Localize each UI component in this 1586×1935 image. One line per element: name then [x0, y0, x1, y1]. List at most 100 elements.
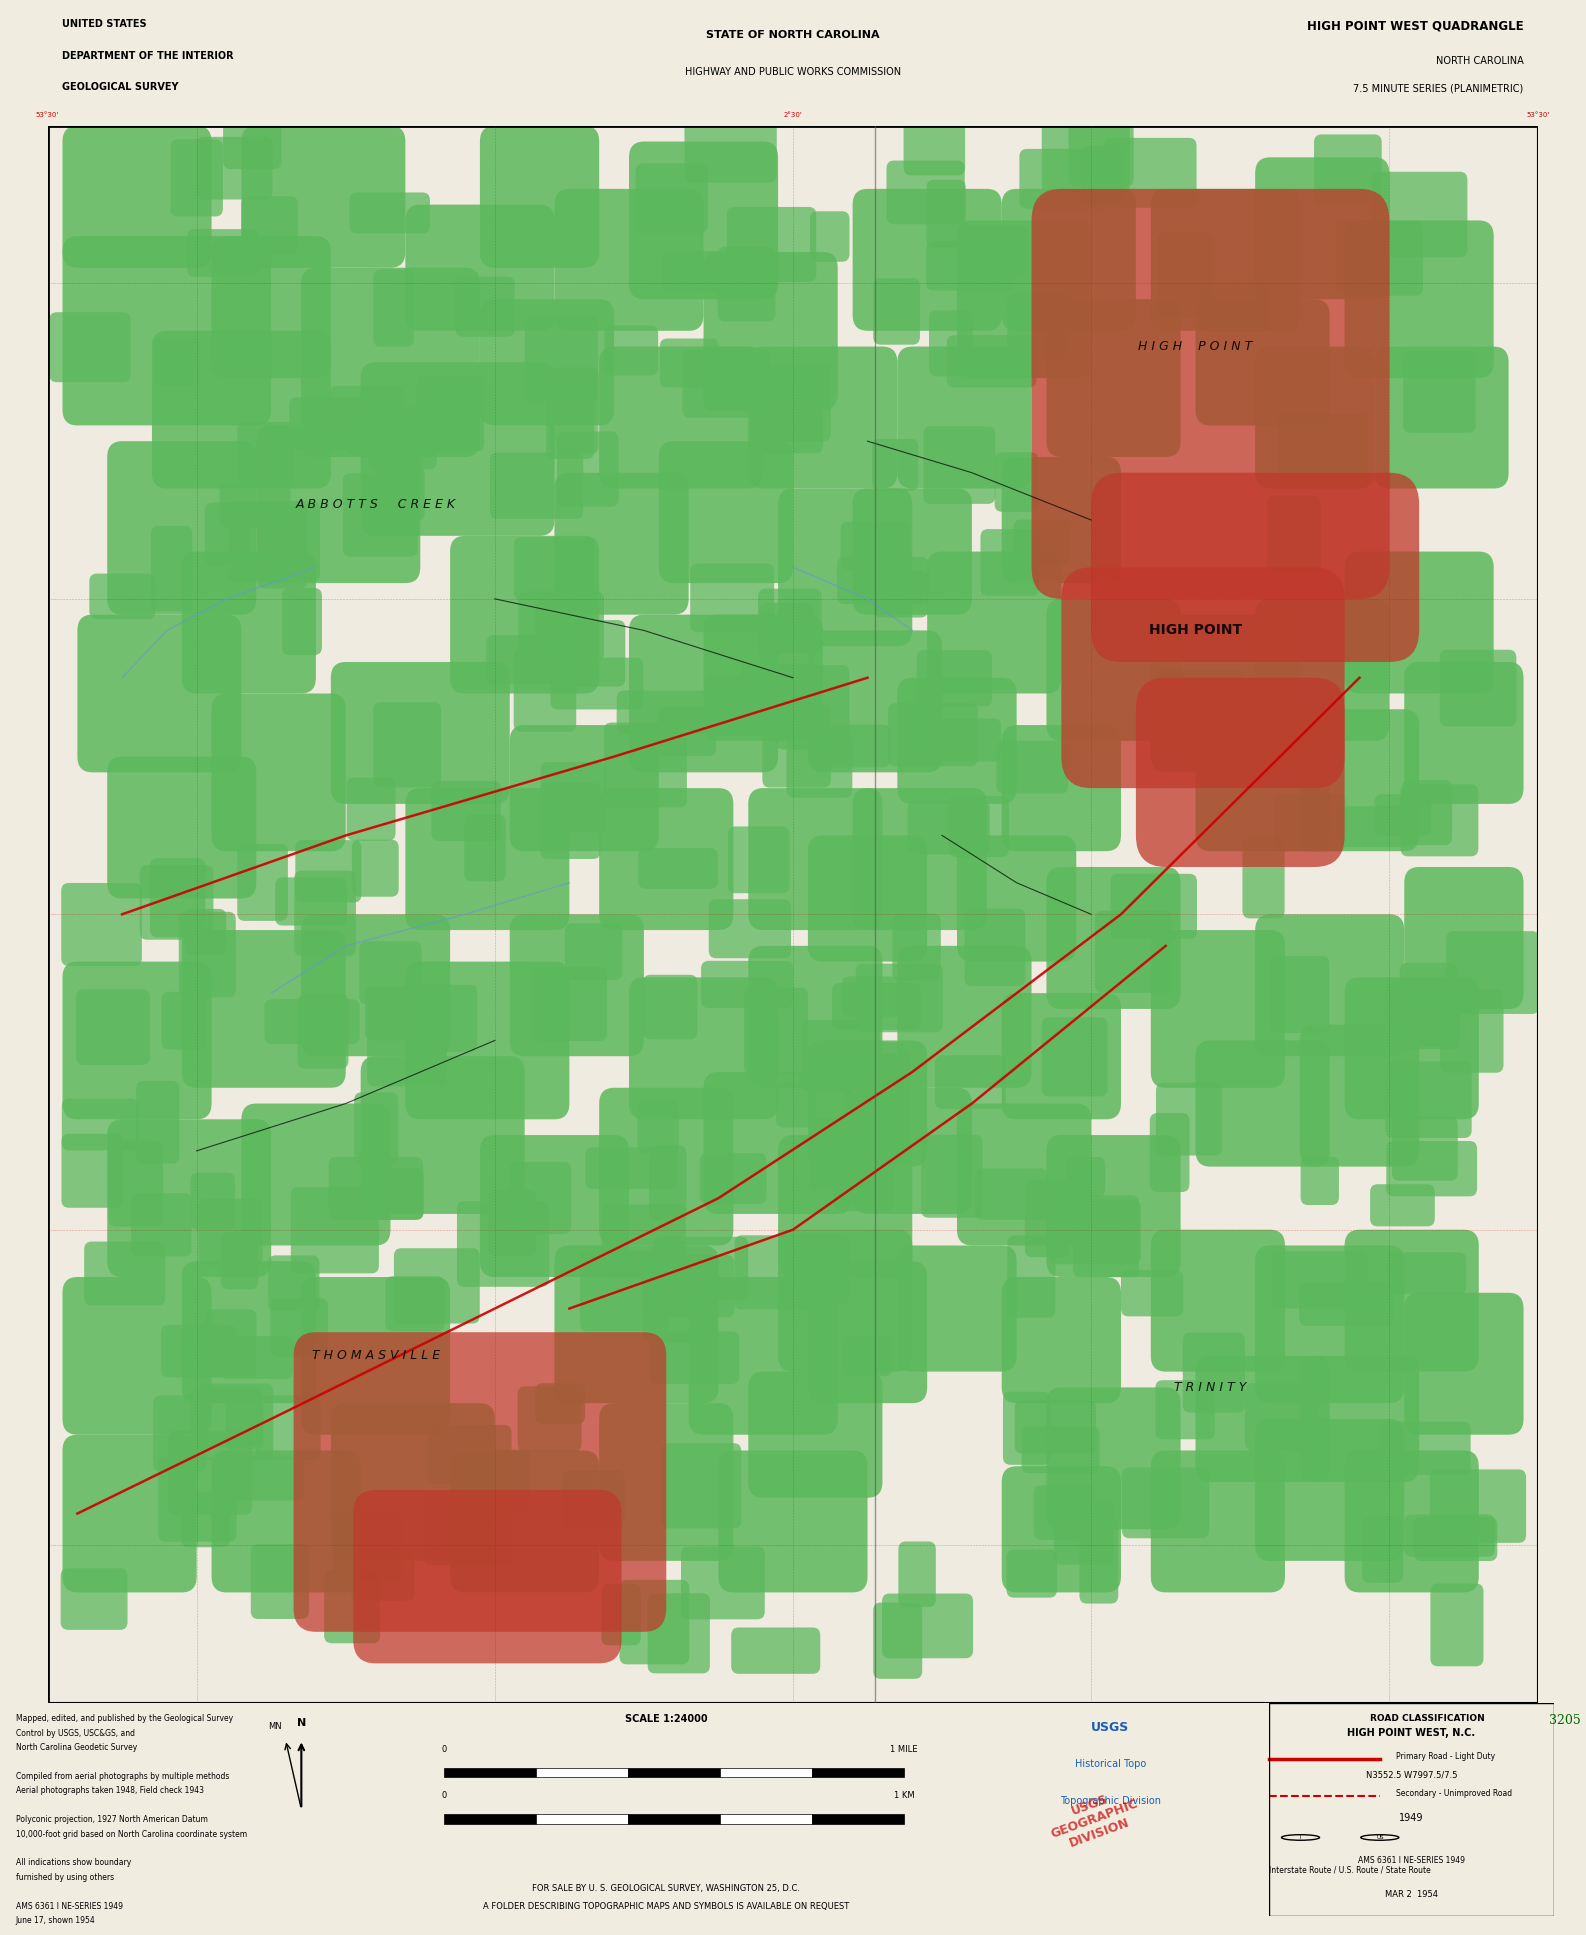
FancyBboxPatch shape — [1301, 1356, 1419, 1482]
FancyBboxPatch shape — [947, 335, 1037, 387]
FancyBboxPatch shape — [841, 522, 910, 569]
FancyBboxPatch shape — [354, 1093, 398, 1165]
Text: ROAD CLASSIFICATION: ROAD CLASSIFICATION — [1370, 1714, 1484, 1724]
FancyBboxPatch shape — [861, 1053, 910, 1140]
FancyBboxPatch shape — [1337, 807, 1407, 848]
FancyBboxPatch shape — [734, 1235, 828, 1310]
FancyBboxPatch shape — [154, 1395, 206, 1473]
FancyBboxPatch shape — [1007, 294, 1066, 360]
FancyBboxPatch shape — [741, 664, 810, 716]
FancyBboxPatch shape — [108, 1118, 271, 1277]
FancyBboxPatch shape — [1375, 346, 1508, 488]
FancyBboxPatch shape — [1155, 1380, 1215, 1440]
FancyBboxPatch shape — [1393, 1116, 1458, 1180]
FancyBboxPatch shape — [295, 840, 362, 902]
FancyBboxPatch shape — [298, 995, 349, 1068]
Text: 10,000-foot grid based on North Carolina coordinate system: 10,000-foot grid based on North Carolina… — [16, 1831, 247, 1838]
FancyBboxPatch shape — [352, 840, 398, 896]
FancyBboxPatch shape — [534, 1384, 585, 1424]
FancyBboxPatch shape — [331, 662, 509, 803]
FancyBboxPatch shape — [907, 801, 990, 855]
FancyBboxPatch shape — [60, 1567, 127, 1629]
FancyBboxPatch shape — [330, 385, 403, 447]
FancyBboxPatch shape — [555, 472, 688, 615]
FancyBboxPatch shape — [274, 877, 347, 925]
FancyBboxPatch shape — [108, 441, 257, 615]
FancyBboxPatch shape — [62, 1134, 122, 1207]
Bar — [720, 1815, 812, 1823]
Text: T H O M A S V I L L E: T H O M A S V I L L E — [311, 1349, 439, 1362]
Text: USGS: USGS — [1091, 1722, 1129, 1734]
FancyBboxPatch shape — [555, 1246, 718, 1403]
FancyBboxPatch shape — [406, 788, 569, 931]
FancyBboxPatch shape — [728, 826, 790, 894]
FancyBboxPatch shape — [1042, 120, 1129, 194]
FancyBboxPatch shape — [406, 962, 569, 1118]
FancyBboxPatch shape — [168, 1430, 252, 1515]
Text: HIGH POINT: HIGH POINT — [1148, 623, 1242, 637]
FancyBboxPatch shape — [1345, 221, 1494, 377]
FancyBboxPatch shape — [750, 375, 823, 453]
FancyBboxPatch shape — [917, 650, 991, 706]
FancyBboxPatch shape — [600, 1087, 733, 1246]
FancyBboxPatch shape — [749, 788, 882, 931]
FancyBboxPatch shape — [347, 778, 395, 840]
FancyBboxPatch shape — [351, 1548, 414, 1600]
Text: Compiled from aerial photographs by multiple methods: Compiled from aerial photographs by mult… — [16, 1772, 230, 1780]
FancyBboxPatch shape — [257, 426, 420, 582]
Text: 0: 0 — [441, 1792, 447, 1800]
Text: HIGH POINT WEST, N.C.: HIGH POINT WEST, N.C. — [1348, 1728, 1475, 1738]
FancyBboxPatch shape — [833, 983, 920, 1029]
FancyBboxPatch shape — [898, 346, 1031, 488]
FancyBboxPatch shape — [182, 931, 346, 1087]
Text: AMS 6361 I NE-SERIES 1949: AMS 6361 I NE-SERIES 1949 — [16, 1902, 122, 1910]
FancyBboxPatch shape — [1446, 931, 1540, 1014]
Text: 53°30': 53°30' — [1527, 112, 1550, 118]
FancyBboxPatch shape — [417, 375, 484, 451]
FancyBboxPatch shape — [211, 236, 331, 377]
FancyBboxPatch shape — [776, 1082, 815, 1128]
FancyBboxPatch shape — [763, 704, 831, 788]
Text: 3205: 3205 — [1550, 1714, 1581, 1728]
FancyBboxPatch shape — [1277, 414, 1369, 486]
FancyBboxPatch shape — [856, 964, 942, 1031]
FancyBboxPatch shape — [1385, 983, 1459, 1049]
FancyBboxPatch shape — [1345, 1451, 1478, 1593]
FancyBboxPatch shape — [996, 741, 1067, 793]
FancyBboxPatch shape — [1047, 1387, 1180, 1529]
FancyBboxPatch shape — [301, 1277, 450, 1434]
FancyBboxPatch shape — [1413, 1517, 1497, 1562]
FancyBboxPatch shape — [975, 1169, 1048, 1219]
FancyBboxPatch shape — [1151, 190, 1301, 331]
FancyBboxPatch shape — [1299, 1283, 1393, 1325]
FancyBboxPatch shape — [853, 1087, 972, 1213]
FancyBboxPatch shape — [842, 1335, 891, 1376]
FancyBboxPatch shape — [690, 563, 774, 633]
FancyBboxPatch shape — [184, 909, 227, 954]
FancyBboxPatch shape — [62, 1099, 138, 1151]
FancyBboxPatch shape — [898, 1246, 1017, 1372]
Text: USGS
GEOGRAPHIC
DIVISION: USGS GEOGRAPHIC DIVISION — [1044, 1782, 1145, 1856]
FancyBboxPatch shape — [343, 474, 417, 557]
FancyBboxPatch shape — [140, 865, 214, 940]
FancyBboxPatch shape — [642, 1295, 717, 1343]
FancyBboxPatch shape — [658, 441, 793, 582]
Text: HIGHWAY AND PUBLIC WORKS COMMISSION: HIGHWAY AND PUBLIC WORKS COMMISSION — [685, 68, 901, 77]
FancyBboxPatch shape — [872, 439, 918, 491]
FancyBboxPatch shape — [1151, 931, 1285, 1087]
FancyBboxPatch shape — [761, 366, 831, 441]
FancyBboxPatch shape — [785, 1235, 849, 1304]
FancyBboxPatch shape — [222, 1457, 305, 1500]
FancyBboxPatch shape — [898, 677, 1017, 803]
FancyBboxPatch shape — [1158, 232, 1212, 317]
FancyBboxPatch shape — [282, 588, 322, 656]
FancyBboxPatch shape — [956, 221, 1091, 377]
FancyBboxPatch shape — [1440, 650, 1516, 726]
Text: 1949: 1949 — [1399, 1813, 1424, 1823]
FancyBboxPatch shape — [1301, 710, 1419, 851]
FancyBboxPatch shape — [228, 501, 320, 580]
FancyBboxPatch shape — [1007, 1550, 1056, 1598]
FancyBboxPatch shape — [1255, 157, 1389, 300]
Text: 1 KM: 1 KM — [893, 1792, 915, 1800]
FancyBboxPatch shape — [241, 126, 406, 267]
